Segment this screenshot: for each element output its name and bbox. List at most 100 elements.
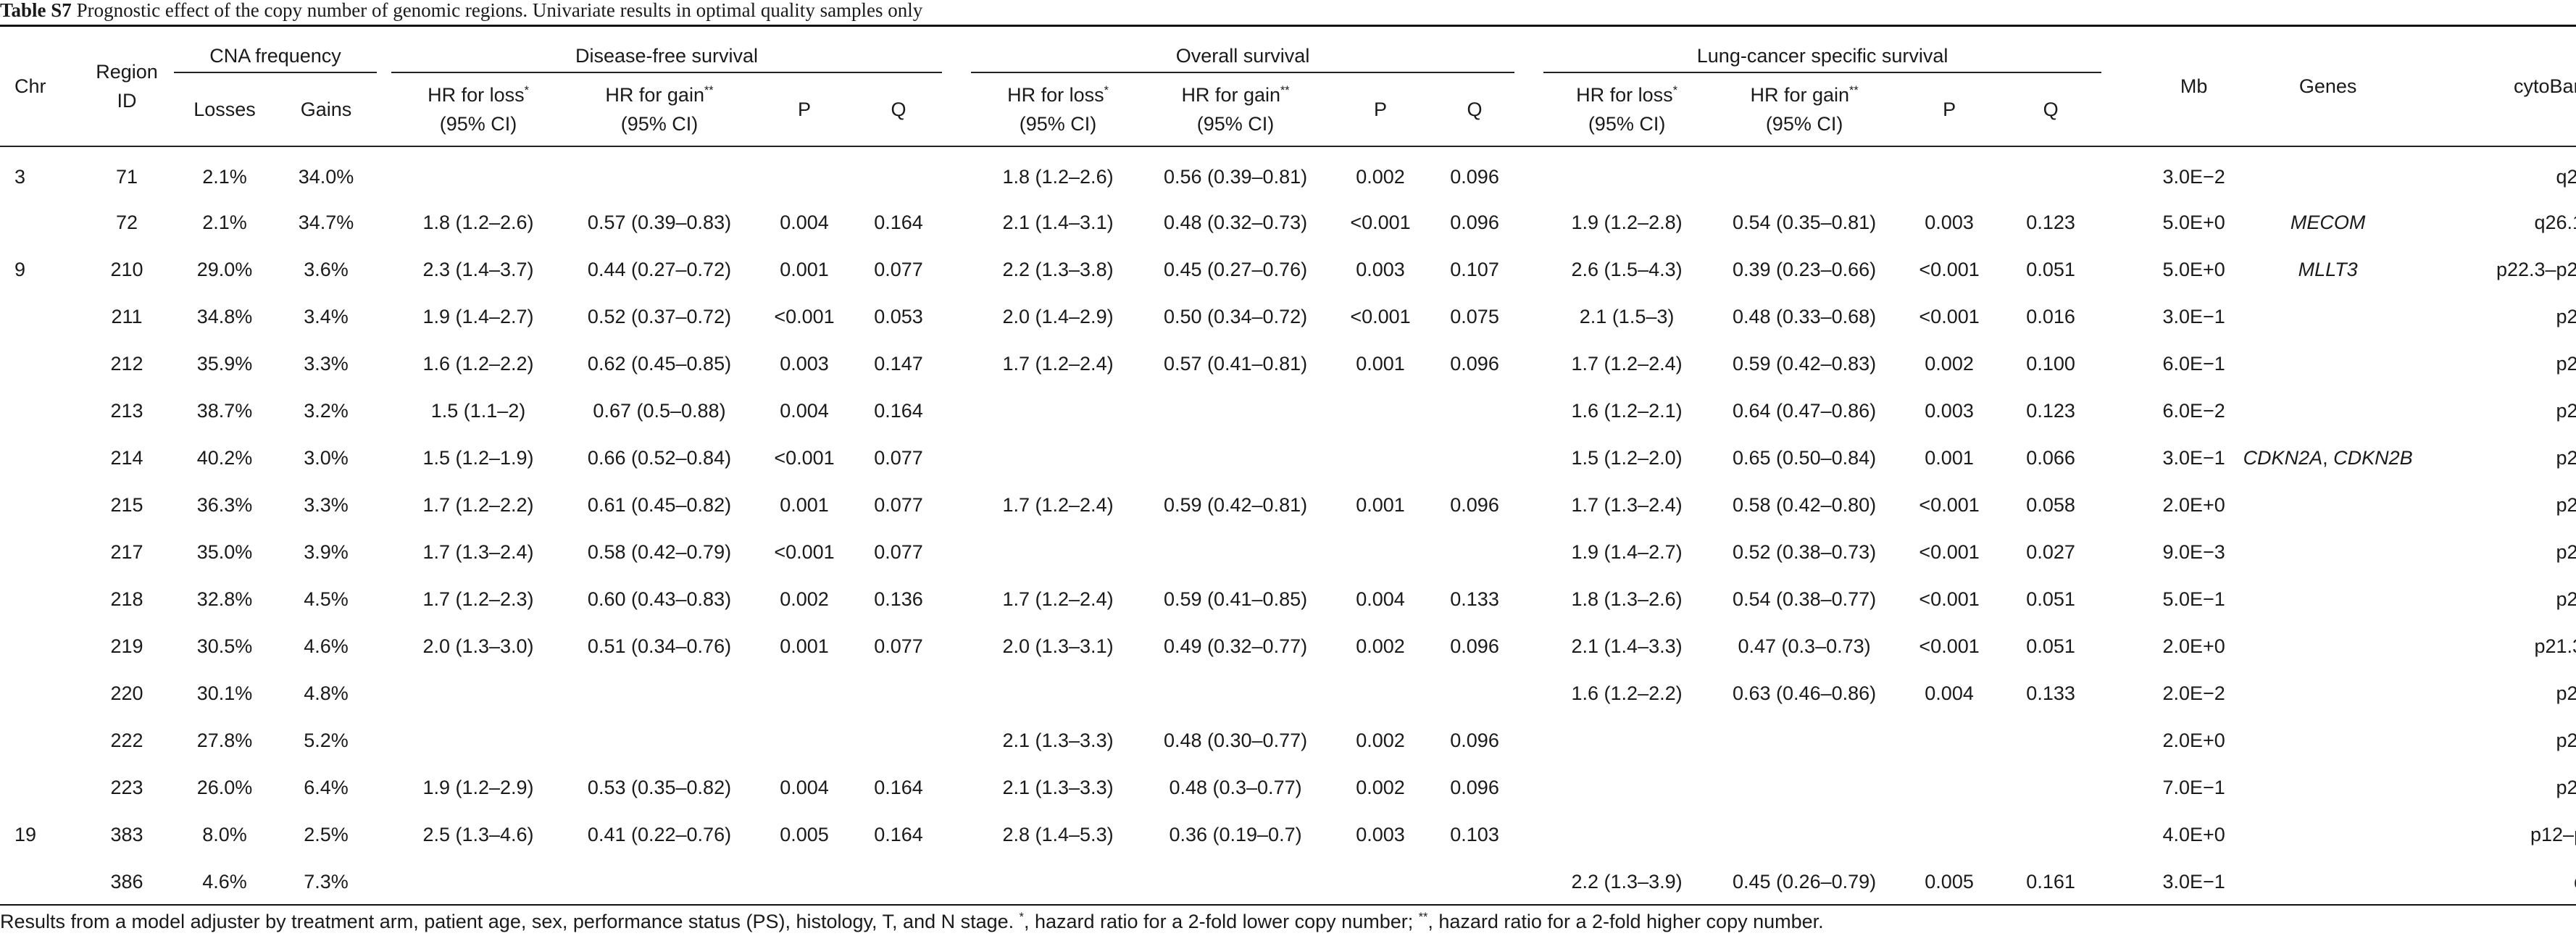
dfs-p-cell: <0.001 [774, 447, 835, 469]
lc-hr-gain-cell: 0.48 (0.33–0.68) [1733, 306, 1877, 327]
genes-cell [2243, 340, 2413, 388]
spacer [942, 340, 971, 388]
lc-p-cell: 0.005 [1925, 871, 1974, 893]
group-header-dfs: Disease-free survival [391, 27, 943, 73]
genes-cell [2243, 670, 2413, 717]
region-id-cell: 223 [110, 777, 143, 798]
os-hr-gain-cell: 0.59 (0.41–0.85) [1163, 588, 1308, 610]
cytoband-cell: p21.3 [2556, 400, 2576, 422]
spacer [942, 435, 971, 482]
losses-cell: 29.0% [196, 259, 253, 280]
genes-cell: CDKN2A, CDKN2B [2243, 447, 2413, 469]
mb-cell: 5.0E+0 [2162, 259, 2225, 280]
os-q-cell [1435, 858, 1514, 906]
dfs-hr-loss-cell: 1.6 (1.2–2.2) [422, 353, 534, 375]
lc-hr-loss-cell: 1.8 (1.3–2.6) [1571, 588, 1683, 610]
dfs-q-cell [855, 146, 942, 199]
spacer [1514, 529, 1543, 576]
spacer [942, 146, 971, 199]
gains-cell: 34.7% [298, 212, 354, 233]
genes-cell: MECOM [2290, 212, 2366, 233]
mb-cell: 3.0E−1 [2162, 871, 2225, 893]
os-p-cell: 0.002 [1356, 635, 1405, 657]
os-hr-loss-cell: 2.0 (1.3–3.1) [1002, 635, 1114, 657]
cytoband-cell: p21.3 [2556, 353, 2576, 375]
mb-cell: 3.0E−1 [2162, 306, 2225, 327]
table-row: 223 26.0% 6.4% 1.9 (1.2–2.9) 0.53 (0.35–0.82… [0, 764, 2576, 811]
os-q-cell: 0.096 [1450, 777, 1499, 798]
mb-cell: 2.0E−2 [2162, 682, 2225, 704]
os-p-cell: 0.003 [1356, 259, 1405, 280]
os-q-cell: 0.096 [1450, 635, 1499, 657]
lc-p-cell [1898, 811, 2000, 858]
dfs-p-cell [754, 858, 855, 906]
spacer [377, 388, 391, 435]
spacer [2101, 623, 2145, 670]
dfs-q-cell: 0.136 [874, 588, 923, 610]
cytoband-cell: q11 [2413, 858, 2576, 906]
dfs-p-cell: <0.001 [774, 541, 835, 563]
spacer [377, 576, 391, 623]
os-p-cell: 0.002 [1356, 730, 1405, 751]
region-id-cell: 72 [115, 212, 138, 233]
gains-cell: 3.3% [304, 353, 349, 375]
lc-q-cell: 0.066 [2026, 447, 2075, 469]
os-hr-gain-cell [1145, 435, 1326, 482]
gains-cell: 4.6% [304, 635, 349, 657]
os-hr-gain-cell: 0.36 (0.19–0.7) [1169, 824, 1302, 845]
results-table: Chr Region ID CNA frequency Disease-free … [0, 27, 2576, 906]
col-header-lc-q: Q [2000, 72, 2102, 147]
cytoband-cell: p21.3 [2556, 494, 2576, 516]
genes-cell: MLLT3 [2298, 259, 2358, 280]
spacer [942, 670, 971, 717]
genes-cell [2243, 717, 2413, 764]
lc-hr-loss-cell: 1.9 (1.4–2.7) [1571, 541, 1683, 563]
spacer [1514, 858, 1543, 906]
losses-cell: 26.0% [196, 777, 253, 798]
os-hr-loss-cell [971, 388, 1145, 435]
os-hr-loss-cell: 1.7 (1.2–2.4) [1002, 353, 1114, 375]
lc-q-cell: 0.016 [2026, 306, 2075, 327]
dfs-hr-loss-cell: 1.5 (1.2–1.9) [422, 447, 534, 469]
spacer [1514, 482, 1543, 529]
lc-hr-loss-cell [1543, 146, 1710, 199]
lc-hr-gain-cell: 0.39 (0.23–0.66) [1733, 259, 1877, 280]
os-q-cell: 0.075 [1450, 306, 1499, 327]
os-p-cell: <0.001 [1350, 212, 1411, 233]
os-hr-loss-cell [971, 858, 1145, 906]
os-q-cell: 0.096 [1450, 494, 1499, 516]
os-q-cell: 0.133 [1450, 588, 1499, 610]
mb-cell: 6.0E−2 [2162, 400, 2225, 422]
spacer [1514, 293, 1543, 340]
dfs-q-cell: 0.077 [874, 541, 923, 563]
table-row: 9 210 29.0% 3.6% 2.3 (1.4–3.7) 0.44 (0.27–0.7… [0, 246, 2576, 293]
spacer [377, 811, 391, 858]
mb-cell: 3.0E−2 [2162, 165, 2225, 188]
mb-cell: 5.0E+0 [2162, 212, 2225, 233]
col-header-cytobands: cytoBands [2413, 27, 2576, 147]
spacer [1514, 146, 1543, 199]
gains-cell: 4.8% [304, 682, 349, 704]
os-hr-gain-cell: 0.45 (0.27–0.76) [1163, 259, 1308, 280]
lc-hr-loss-cell: 2.6 (1.5–4.3) [1571, 259, 1683, 280]
dfs-q-cell: 0.077 [874, 259, 923, 280]
gains-cell: 4.5% [304, 588, 349, 610]
lc-q-cell: 0.133 [2026, 682, 2075, 704]
losses-cell: 27.8% [196, 730, 253, 751]
spacer [942, 623, 971, 670]
os-hr-loss-cell: 2.0 (1.4–2.9) [1002, 306, 1114, 327]
lc-hr-gain-cell: 0.54 (0.35–0.81) [1733, 212, 1877, 233]
region-id-cell: 210 [110, 259, 143, 280]
losses-cell: 4.6% [202, 871, 247, 893]
cytoband-cell: p21.3 [2556, 588, 2576, 610]
chr-cell [0, 293, 80, 340]
lc-p-cell [1898, 146, 2000, 199]
lc-p-cell [1898, 764, 2000, 811]
col-header-gains: Gains [275, 72, 377, 147]
lc-hr-loss-cell [1543, 717, 1710, 764]
spacer [1514, 435, 1543, 482]
dfs-hr-loss-cell [391, 858, 565, 906]
spacer [942, 388, 971, 435]
spacer [2101, 717, 2145, 764]
spacer [2101, 482, 2145, 529]
